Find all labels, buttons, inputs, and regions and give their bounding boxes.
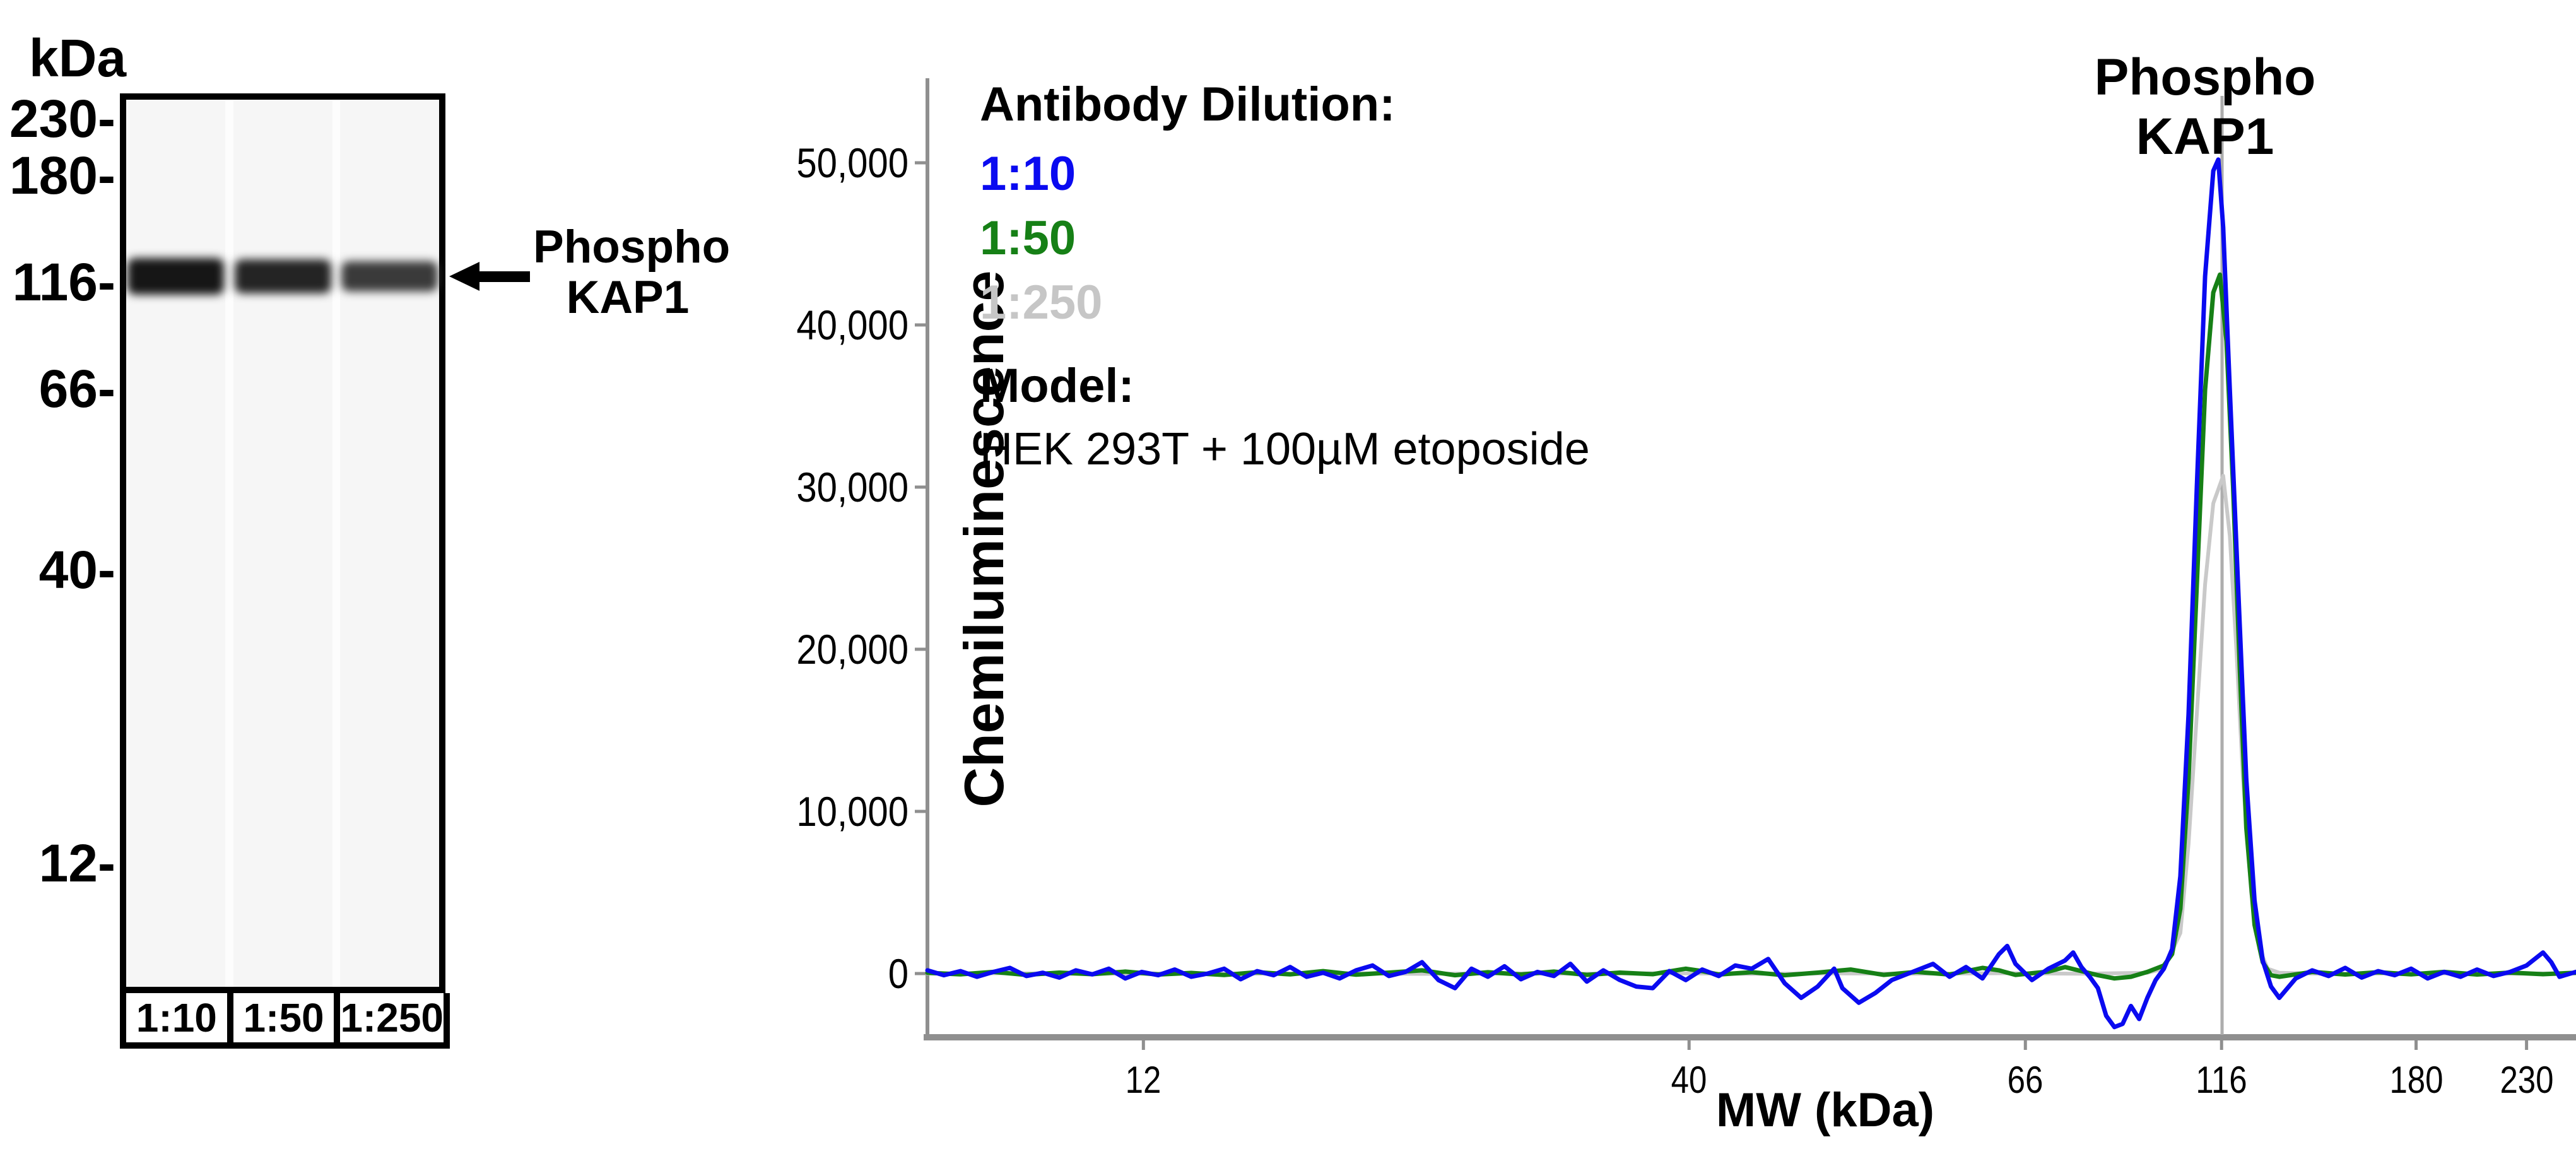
y-tick-label-50,000: 50,000 [796,139,909,186]
y-tick-label-20,000: 20,000 [796,626,909,673]
lane-label-row: 1:10 1:50 1:250 [120,993,450,1049]
blot-band-1:250 [341,261,438,292]
band-arrow-shaft [477,271,530,282]
blot-image [120,93,445,993]
y-tick-label-10,000: 10,000 [796,788,909,835]
legend-item-1:50: 1:50 [980,211,1076,265]
mw-marker-230: 230- [9,89,115,148]
band-annotation-line1: Phospho [533,221,731,273]
legend-model-value: HEK 293T + 100µM etoposide [980,424,1590,474]
lane-label-1:50: 1:50 [226,993,334,1042]
y-tick-label-40,000: 40,000 [796,302,909,348]
x-tick-label-180: 180 [2389,1059,2444,1101]
x-tick-label-40: 40 [1671,1059,1707,1101]
x-axis-title: MW (kDa) [1715,1083,1935,1137]
x-tick-label-12: 12 [1125,1059,1162,1101]
mw-marker-66: 66- [38,359,115,418]
blot-lane-1:50 [233,100,332,987]
legend-model-label: Model: [980,359,1134,413]
x-tick-label-66: 66 [2007,1059,2044,1101]
chart-legend: Antibody Dilution: 1:10 1:50 1:250 Model: … [980,78,1590,474]
blot-band-1:50 [234,259,331,293]
mw-marker-180: 180- [9,146,115,205]
mw-marker-40: 40- [38,540,115,599]
band-arrow-icon [449,262,479,291]
series-trace-1:250 [926,474,2576,976]
mw-marker-column: 230- 180- 116- 66- 40- 12- [0,0,115,1166]
mw-marker-116: 116- [12,252,116,312]
band-annotation-line2: KAP1 [566,272,690,323]
blot-band-1:10 [127,258,224,295]
lane-label-1:250: 1:250 [334,993,450,1042]
band-annotation: Phospho KAP1 [533,221,731,323]
chart-title: Phospho KAP1 [2094,49,2316,165]
legend-items: 1:10 1:50 1:250 [980,150,1590,327]
blot-lane-1:250 [340,100,439,987]
lane-label-1:10: 1:10 [120,993,227,1042]
kda-units-label: kDa [29,28,127,88]
y-tick-label-30,000: 30,000 [796,464,909,510]
x-tick-label-230: 230 [2500,1059,2554,1101]
x-tick-label-116: 116 [2196,1059,2247,1101]
legend-item-1:10: 1:10 [980,147,1076,201]
legend-title: Antibody Dilution: [980,78,1396,131]
blot-lane-1:10 [126,100,225,987]
series-trace-1:10 [925,157,2576,1030]
legend-item-1:250: 1:250 [980,276,1103,329]
y-tick-label-0: 0 [888,950,909,997]
mw-marker-12: 12- [38,833,115,893]
